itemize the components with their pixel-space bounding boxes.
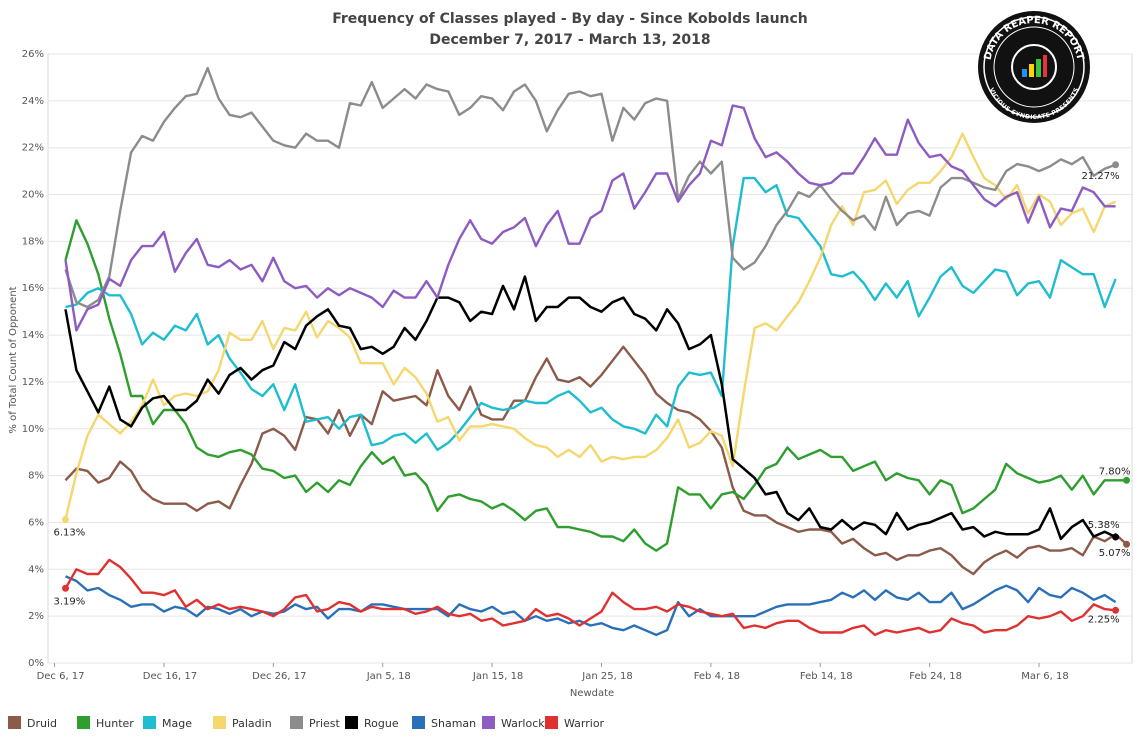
y-tick-label: 20% xyxy=(22,190,44,201)
chart-subtitle: December 7, 2017 - March 13, 2018 xyxy=(429,32,710,48)
legend-label-warrior: Warrior xyxy=(564,717,605,730)
start-point-paladin xyxy=(62,515,70,523)
x-tick-label: Dec 6, 17 xyxy=(37,671,85,682)
legend-swatch-paladin xyxy=(213,716,226,729)
end-label-priest: 21.27% xyxy=(1081,171,1119,182)
y-tick-label: 0% xyxy=(28,658,44,669)
legend-swatch-warlock xyxy=(482,716,495,729)
legend-label-warlock: Warlock xyxy=(501,717,545,730)
chart-title: Frequency of Classes played - By day - S… xyxy=(332,11,808,27)
end-label-hunter: 7.80% xyxy=(1099,466,1131,477)
x-tick-label: Jan 25, 18 xyxy=(581,671,632,682)
y-tick-label: 8% xyxy=(28,471,44,482)
x-tick-label: Dec 16, 17 xyxy=(143,671,197,682)
plot-area: 5.07% 7.80% 6.13% 21.27% 5.38% 3.19% 2.25% xyxy=(54,66,1131,637)
grid-lines xyxy=(47,53,1133,664)
legend-label-druid: Druid xyxy=(27,717,57,730)
end-point-hunter xyxy=(1123,476,1131,484)
x-tick-label: Feb 4, 18 xyxy=(694,671,740,682)
logo-bar-4 xyxy=(1043,55,1047,77)
x-tick-label: Mar 6, 18 xyxy=(1021,671,1069,682)
start-label-warrior: 3.19% xyxy=(54,596,86,607)
series-line-warlock xyxy=(64,104,1116,332)
x-tick-label: Jan 15, 18 xyxy=(472,671,523,682)
legend-label-rogue: Rogue xyxy=(364,717,399,730)
end-label-warrior: 2.25% xyxy=(1088,614,1120,625)
y-tick-label: 10% xyxy=(22,424,44,435)
series-line-druid xyxy=(64,345,1128,576)
y-tick-label: 18% xyxy=(22,236,44,247)
end-label-druid: 5.07% xyxy=(1099,548,1131,559)
legend: Druid Hunter Mage Paladin Priest Rogue Shaman W… xyxy=(8,716,605,730)
legend-swatch-hunter xyxy=(77,716,90,729)
logo-bar-1 xyxy=(1022,69,1027,77)
series-line-mage xyxy=(65,176,1117,452)
series-line-rogue xyxy=(64,275,1117,541)
legend-swatch-rogue xyxy=(345,716,358,729)
x-tick-label: Feb 14, 18 xyxy=(800,671,853,682)
y-tick-label: 6% xyxy=(28,517,44,528)
legend-swatch-warrior xyxy=(545,716,558,729)
start-point-warrior xyxy=(62,584,70,592)
y-tick-label: 4% xyxy=(28,564,44,575)
end-point-warrior xyxy=(1112,606,1120,614)
y-tick-label: 2% xyxy=(28,611,44,622)
logo-bar-2 xyxy=(1029,64,1034,77)
legend-swatch-druid xyxy=(8,716,21,729)
end-point-rogue xyxy=(1112,533,1120,541)
legend-label-shaman: Shaman xyxy=(431,717,476,730)
x-axis-ticks: Dec 6, 17 Dec 16, 17 Dec 26, 17 Jan 5, 18 Ja… xyxy=(37,663,1069,682)
legend-swatch-priest xyxy=(290,716,303,729)
legend-label-paladin: Paladin xyxy=(232,717,272,730)
end-label-rogue: 5.38% xyxy=(1088,520,1120,531)
x-tick-label: Feb 24, 18 xyxy=(909,671,962,682)
start-label-paladin: 6.13% xyxy=(54,527,86,538)
end-point-priest xyxy=(1112,161,1120,169)
y-tick-label: 22% xyxy=(22,143,44,154)
y-tick-label: 26% xyxy=(22,49,44,60)
data-reaper-logo: DATA REAPER REPORT VICIOUS SYNDICATE PRE… xyxy=(978,11,1090,123)
series-line-hunter xyxy=(64,219,1127,552)
y-tick-label: 16% xyxy=(22,283,44,294)
logo-bar-3 xyxy=(1036,59,1041,77)
end-point-druid xyxy=(1123,540,1131,548)
y-tick-label: 14% xyxy=(22,330,44,341)
y-axis-title: % of Total Count of Opponent xyxy=(8,286,19,433)
series-line-paladin xyxy=(64,132,1117,520)
series-line-shaman xyxy=(65,575,1117,637)
y-tick-label: 12% xyxy=(22,377,44,388)
series-line-priest xyxy=(64,66,1117,309)
legend-label-mage: Mage xyxy=(162,717,192,730)
legend-swatch-shaman xyxy=(412,716,425,729)
x-axis-title: Newdate xyxy=(570,688,614,699)
y-axis-ticks: 0% 2% 4% 6% 8% 10% 12% 14% 16% 18% 20% 22% 24% 26% xyxy=(22,49,44,669)
logo-ring xyxy=(983,16,1085,118)
y-tick-label: 24% xyxy=(22,96,44,107)
x-tick-label: Dec 26, 17 xyxy=(252,671,306,682)
legend-label-hunter: Hunter xyxy=(96,717,134,730)
series-line-warrior xyxy=(64,558,1116,637)
legend-swatch-mage xyxy=(143,716,156,729)
x-tick-label: Jan 5, 18 xyxy=(366,671,411,682)
legend-label-priest: Priest xyxy=(309,717,341,730)
logo-inner-ring xyxy=(993,26,1075,108)
logo-bar-chart-circle xyxy=(1011,44,1057,90)
